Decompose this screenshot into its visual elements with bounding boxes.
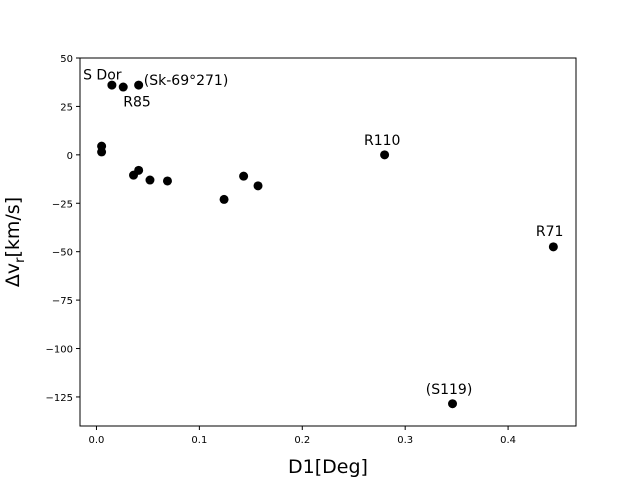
- x-tick-label: 0.3: [397, 435, 413, 446]
- y-tick-label: −125: [46, 393, 73, 404]
- data-point: [219, 194, 229, 204]
- x-tick-label: 0.4: [500, 435, 516, 446]
- point-annotation: R85: [123, 94, 151, 110]
- data-point: [134, 165, 144, 175]
- x-tick-label: 0.2: [294, 435, 310, 446]
- y-axis-label: Δvr[km/s]: [2, 197, 28, 287]
- data-points: [97, 80, 558, 409]
- data-point: [107, 80, 117, 90]
- data-point: [134, 80, 144, 90]
- data-point: [448, 399, 458, 409]
- y-tick-label: 50: [60, 54, 73, 65]
- y-axis-label-suffix: [km/s]: [2, 197, 24, 258]
- y-axis-label-subscript: r: [13, 257, 28, 263]
- y-tick-label: 25: [60, 102, 73, 113]
- y-tick-label: −25: [52, 199, 73, 210]
- point-annotation: (S119): [426, 382, 473, 398]
- point-annotation: R110: [364, 133, 400, 149]
- y-tick-label: −75: [52, 296, 73, 307]
- point-annotation: (Sk-69°271): [144, 73, 229, 89]
- data-point: [548, 242, 558, 252]
- plot-frame: [79, 57, 577, 427]
- x-axis-ticks: 0.0 0.1 0.2 0.3 0.4: [89, 426, 516, 446]
- y-axis-label-prefix: Δv: [2, 263, 24, 287]
- data-point: [239, 171, 249, 181]
- y-tick-label: −50: [52, 248, 73, 259]
- data-point: [253, 181, 263, 191]
- data-point: [97, 147, 107, 157]
- point-annotations: S Dor (Sk-69°271) R85 R110 R71 (S119): [83, 67, 563, 398]
- x-tick-label: 0.1: [191, 435, 207, 446]
- x-tick-label: 0.0: [89, 435, 105, 446]
- y-axis-ticks: 50 25 0 −25 −50 −75 −100 −125: [46, 54, 80, 404]
- data-point: [162, 176, 172, 186]
- y-tick-label: 0: [67, 151, 73, 162]
- x-axis-label: D1[Deg]: [288, 456, 368, 478]
- data-point: [380, 150, 390, 160]
- point-annotation: S Dor: [83, 67, 122, 83]
- point-annotation: R71: [536, 224, 564, 240]
- y-tick-label: −100: [46, 345, 73, 356]
- data-point: [145, 175, 155, 185]
- data-point: [118, 82, 128, 92]
